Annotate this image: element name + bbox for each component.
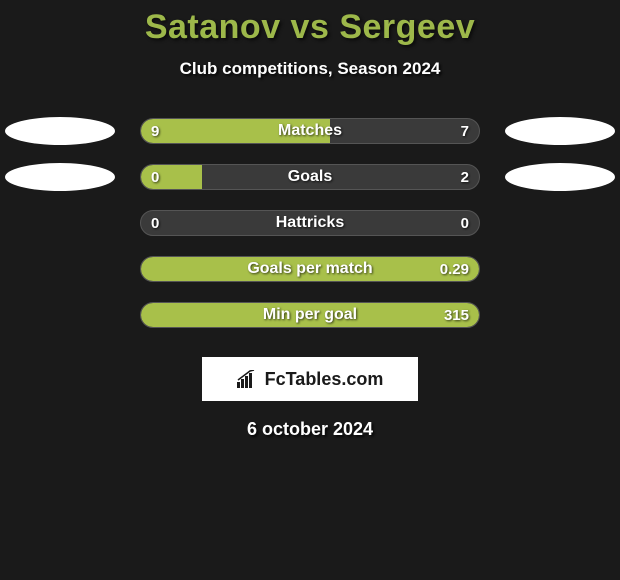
subtitle: Club competitions, Season 2024 [0, 59, 620, 79]
stat-value-right: 2 [461, 165, 469, 189]
stat-row: 0Goals2 [0, 157, 620, 203]
stat-bar: 0Hattricks0 [140, 210, 480, 236]
logo: FcTables.com [237, 369, 384, 390]
stat-label: Goals per match [141, 257, 479, 281]
stat-label: Goals [141, 165, 479, 189]
player-right-badge [505, 163, 615, 191]
stat-value-right: 0.29 [440, 257, 469, 281]
logo-text: FcTables.com [265, 369, 384, 390]
date: 6 october 2024 [0, 419, 620, 440]
logo-box[interactable]: FcTables.com [202, 357, 418, 401]
stat-label: Hattricks [141, 211, 479, 235]
stat-row: 9Matches7 [0, 111, 620, 157]
stat-row: Goals per match0.29 [0, 249, 620, 295]
chart-icon [237, 370, 259, 388]
comparison-card: Satanov vs Sergeev Club competitions, Se… [0, 0, 620, 440]
player-right-badge [505, 117, 615, 145]
stat-row: 0Hattricks0 [0, 203, 620, 249]
stat-bar: 0Goals2 [140, 164, 480, 190]
stat-label: Matches [141, 119, 479, 143]
stat-value-right: 315 [444, 303, 469, 327]
player-left-badge [5, 117, 115, 145]
player-left-badge [5, 163, 115, 191]
stat-bar: 9Matches7 [140, 118, 480, 144]
stat-value-right: 7 [461, 119, 469, 143]
page-title: Satanov vs Sergeev [0, 8, 620, 47]
stat-row: Min per goal315 [0, 295, 620, 341]
stat-bar: Goals per match0.29 [140, 256, 480, 282]
stat-value-right: 0 [461, 211, 469, 235]
stats-list: 9Matches70Goals20Hattricks0Goals per mat… [0, 111, 620, 341]
stat-bar: Min per goal315 [140, 302, 480, 328]
stat-label: Min per goal [141, 303, 479, 327]
